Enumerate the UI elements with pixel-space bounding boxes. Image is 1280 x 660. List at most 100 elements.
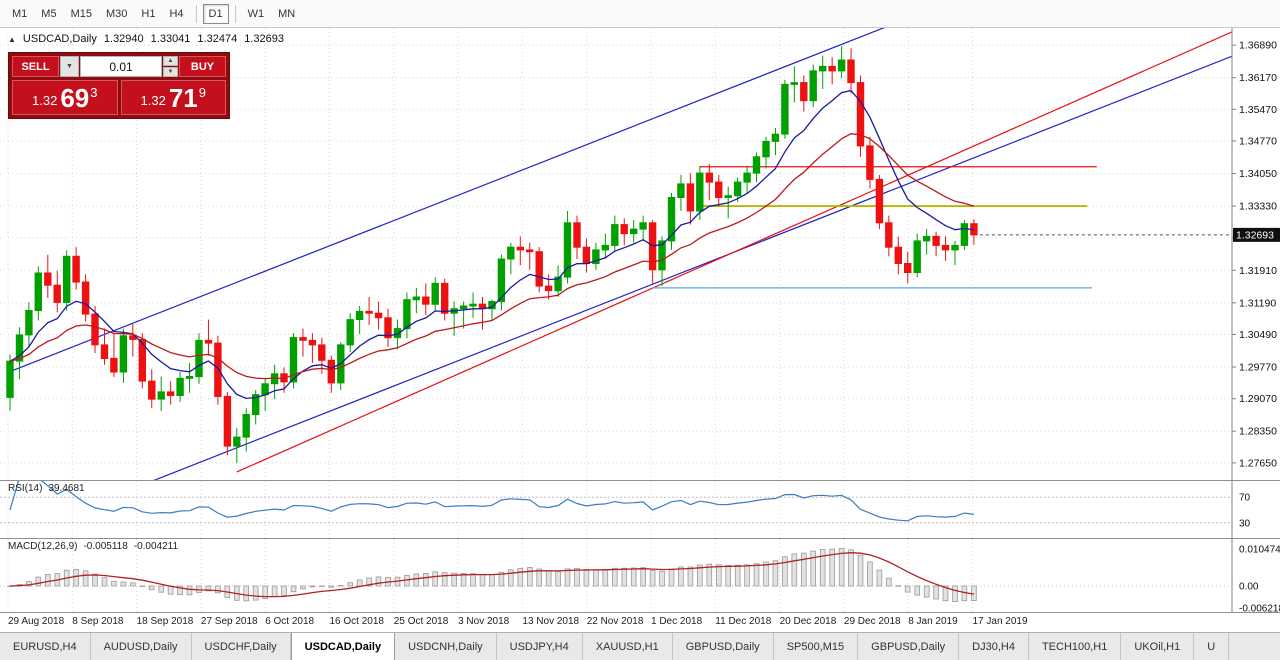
bid-price-main: 69 bbox=[60, 82, 90, 113]
svg-text:1.30490: 1.30490 bbox=[1239, 329, 1277, 341]
svg-text:1.33330: 1.33330 bbox=[1239, 201, 1277, 213]
timeframe-h4-button[interactable]: H4 bbox=[163, 4, 189, 24]
date-label: 22 Nov 2018 bbox=[586, 616, 644, 627]
chart-tab-usdcnh-daily[interactable]: USDCNH,Daily bbox=[395, 633, 497, 660]
main-chart-canvas[interactable]: 1.36890 1.36170 1.35470 1.34770 1.34050 1.333… bbox=[0, 28, 1280, 480]
chart-tab-audusd-daily[interactable]: AUDUSD,Daily bbox=[90, 633, 192, 660]
macd-signal-line bbox=[9, 552, 975, 598]
trendlines-layer[interactable] bbox=[9, 28, 1239, 480]
trade-options-dropdown[interactable]: ▼ bbox=[60, 56, 79, 77]
chart-tab-usdjpy-h4[interactable]: USDJPY,H4 bbox=[496, 633, 583, 660]
svg-text:1.32693: 1.32693 bbox=[1236, 229, 1274, 241]
chart-tab-ukoil-h1[interactable]: UKOil,H1 bbox=[1121, 633, 1195, 660]
chart-tab-xauusd-h1[interactable]: XAUUSD,H1 bbox=[582, 633, 673, 660]
open-value: 1.32940 bbox=[103, 33, 144, 45]
svg-text:1.31190: 1.31190 bbox=[1239, 297, 1276, 309]
macd-value-main: -0.005118 bbox=[83, 541, 128, 552]
chart-tab-gbpusd-daily[interactable]: GBPUSD,Daily bbox=[672, 633, 774, 660]
svg-text:1.29070: 1.29070 bbox=[1239, 393, 1277, 405]
date-label: 1 Dec 2018 bbox=[651, 616, 703, 627]
volume-decrease-button[interactable]: ▼ bbox=[163, 67, 178, 77]
chart-tab-gbpusd-daily-2[interactable]: GBPUSD,Daily bbox=[858, 633, 960, 660]
chart-tab-dj30-h4[interactable]: DJ30,H4 bbox=[959, 633, 1029, 660]
svg-text:1.34770: 1.34770 bbox=[1239, 135, 1277, 147]
date-label: 8 Sep 2018 bbox=[72, 616, 124, 627]
macd-value-signal: -0.004211 bbox=[133, 541, 179, 552]
timeframe-m1-button[interactable]: M1 bbox=[6, 4, 33, 24]
svg-text:1.31910: 1.31910 bbox=[1239, 265, 1277, 277]
svg-text:-0.006218: -0.006218 bbox=[1239, 603, 1280, 612]
date-label: 16 Oct 2018 bbox=[329, 616, 384, 627]
sell-button[interactable]: SELL bbox=[12, 56, 59, 77]
rsi-canvas[interactable]: 70 30 bbox=[0, 480, 1280, 538]
macd-canvas[interactable]: 0.010474 0.00 -0.006218 bbox=[0, 538, 1280, 612]
date-label: 29 Dec 2018 bbox=[843, 616, 901, 627]
date-label: 8 Jan 2019 bbox=[908, 616, 958, 627]
timeframe-mn-button[interactable]: MN bbox=[272, 4, 301, 24]
volume-stepper: ▲ ▼ bbox=[163, 56, 178, 77]
date-label: 11 Dec 2018 bbox=[715, 616, 772, 627]
chart-tab-eurusd-h4[interactable]: EURUSD,H4 bbox=[0, 633, 91, 660]
toolbar-separator bbox=[234, 4, 236, 23]
date-label: 13 Nov 2018 bbox=[522, 616, 580, 627]
price-axis-labels: 1.36890 1.36170 1.35470 1.34770 1.34050 1.333… bbox=[1232, 40, 1277, 469]
date-label: 3 Nov 2018 bbox=[458, 616, 510, 627]
ask-quote-button[interactable]: 1.32 71 9 bbox=[120, 80, 226, 115]
toolbar-separator bbox=[195, 4, 197, 23]
timeframe-toolbar: M1 M5 M15 M30 H1 H4 D1 W1 MN bbox=[0, 0, 1280, 28]
date-label: 20 Dec 2018 bbox=[779, 616, 837, 627]
chart-tab-usdcad-daily[interactable]: USDCAD,Daily bbox=[290, 633, 396, 660]
rsi-line bbox=[9, 481, 974, 522]
high-value: 1.33041 bbox=[150, 33, 191, 45]
rsi-header: RSI(14) 39.4681 bbox=[8, 483, 85, 494]
svg-text:0.010474: 0.010474 bbox=[1239, 545, 1280, 556]
volume-input[interactable] bbox=[80, 56, 162, 77]
svg-text:70: 70 bbox=[1239, 493, 1251, 504]
one-click-trading-panel: SELL ▼ ▲ ▼ BUY 1.32 69 3 1.32 71 9 bbox=[8, 52, 230, 119]
bid-price-prefix: 1.32 bbox=[32, 93, 58, 108]
timeframe-m30-button[interactable]: M30 bbox=[100, 4, 133, 24]
chart-symbol-label: USDCAD,Daily bbox=[22, 33, 97, 45]
ask-price-prefix: 1.32 bbox=[140, 93, 166, 108]
chart-tab-partial[interactable]: U bbox=[1194, 633, 1230, 660]
buy-button[interactable]: BUY bbox=[179, 56, 226, 77]
timeframe-w1-button[interactable]: W1 bbox=[242, 4, 271, 24]
timeframe-h1-button[interactable]: H1 bbox=[135, 4, 161, 24]
rsi-value: 39.4681 bbox=[48, 483, 85, 494]
bid-quote-button[interactable]: 1.32 69 3 bbox=[12, 80, 118, 115]
svg-text:0.00: 0.00 bbox=[1239, 582, 1259, 593]
date-label: 18 Sep 2018 bbox=[136, 616, 194, 627]
main-chart-panel: 1.36890 1.36170 1.35470 1.34770 1.34050 1.333… bbox=[0, 28, 1280, 480]
svg-text:1.29770: 1.29770 bbox=[1239, 362, 1277, 374]
timeframe-m5-button[interactable]: M5 bbox=[35, 4, 62, 24]
svg-text:30: 30 bbox=[1239, 518, 1251, 529]
ask-price-pip: 9 bbox=[198, 85, 206, 100]
macd-indicator-panel: 0.010474 0.00 -0.006218 MACD(12,26,9) -0.0… bbox=[0, 538, 1280, 612]
timeframe-d1-button[interactable]: D1 bbox=[202, 3, 229, 24]
macd-header: MACD(12,26,9) -0.005118 -0.004211 bbox=[8, 541, 178, 552]
svg-text:1.36890: 1.36890 bbox=[1239, 40, 1277, 52]
chart-tab-bar: EURUSD,H4 AUDUSD,Daily USDCHF,Daily USDC… bbox=[0, 632, 1280, 660]
chart-tab-sp500-m15[interactable]: SP500,M15 bbox=[773, 633, 859, 660]
current-price-badge: 1.32693 bbox=[1233, 227, 1280, 242]
one-click-panel-toggle-icon[interactable]: ▲ bbox=[8, 34, 16, 44]
date-label: 29 Aug 2018 bbox=[8, 616, 65, 627]
timeframe-m15-button[interactable]: M15 bbox=[65, 4, 98, 24]
chart-tab-usdchf-daily[interactable]: USDCHF,Daily bbox=[191, 633, 291, 660]
chart-tab-tech100-h1[interactable]: TECH100,H1 bbox=[1028, 633, 1122, 660]
close-value: 1.32693 bbox=[244, 33, 284, 45]
rsi-label: RSI(14) bbox=[8, 483, 43, 494]
low-value: 1.32474 bbox=[197, 33, 238, 45]
svg-text:1.35470: 1.35470 bbox=[1239, 104, 1277, 116]
date-label: 27 Sep 2018 bbox=[200, 616, 258, 627]
moving-average-line-1 bbox=[9, 133, 975, 380]
svg-text:1.28350: 1.28350 bbox=[1239, 426, 1277, 438]
svg-text:1.27650: 1.27650 bbox=[1239, 457, 1277, 469]
date-axis: 29 Aug 2018 8 Sep 2018 18 Sep 2018 27 Sep 2… bbox=[0, 612, 1280, 632]
date-label: 25 Oct 2018 bbox=[393, 616, 449, 627]
moving-average-line-0 bbox=[9, 89, 974, 400]
volume-increase-button[interactable]: ▲ bbox=[163, 56, 178, 66]
ask-price-main: 71 bbox=[168, 82, 198, 113]
svg-text:1.36170: 1.36170 bbox=[1239, 72, 1277, 84]
